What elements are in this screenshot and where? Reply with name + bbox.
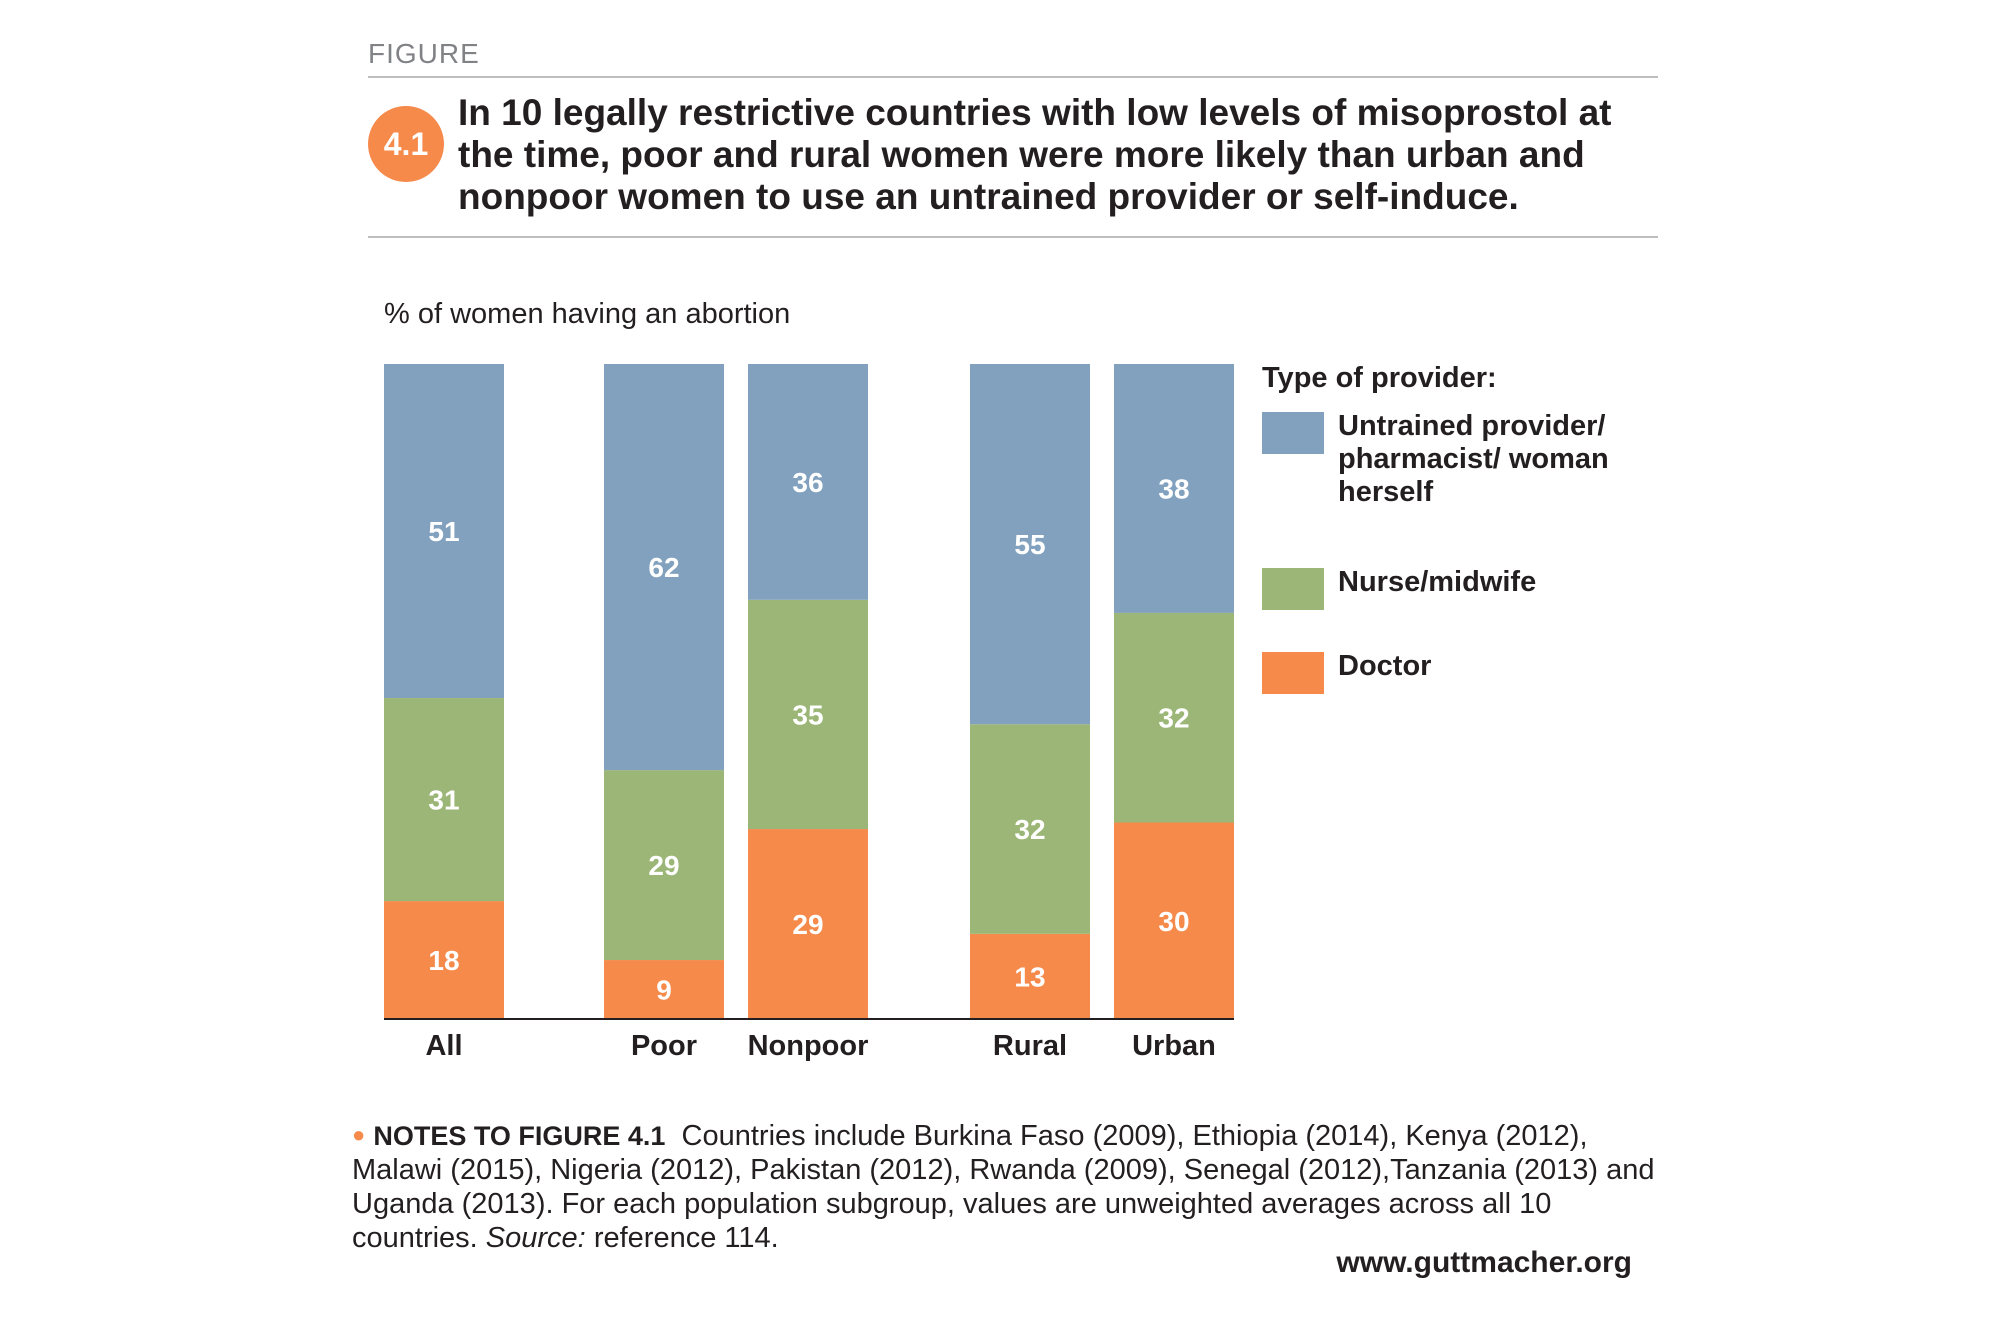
header-rule-top — [368, 76, 1658, 78]
data-label-all-nurse: 31 — [428, 785, 459, 816]
notes-text: Countries include Burkina Faso (2009), E… — [352, 1120, 1655, 1254]
figure-kicker: FIGURE — [368, 38, 480, 69]
notes-bullet-icon: ● — [352, 1122, 366, 1147]
legend-title: Type of provider: — [1262, 362, 1497, 394]
x-tick-label-all: All — [425, 1030, 462, 1062]
data-label-nonpoor-doctor: 29 — [792, 909, 823, 940]
bar-rural-nurse — [970, 724, 1090, 934]
figure-number-badge: 4.1 — [368, 106, 444, 182]
data-label-urban-untrained-provider: 38 — [1158, 473, 1189, 504]
data-label-urban-nurse: 32 — [1158, 703, 1189, 734]
bar-rural-doctor — [970, 933, 1090, 1019]
legend-label-doctor: Doctor — [1338, 650, 1432, 682]
x-tick-label-poor: Poor — [631, 1030, 697, 1062]
data-label-all-untrained-provider: 51 — [428, 516, 459, 547]
data-label-rural-nurse: 32 — [1014, 814, 1045, 845]
y-axis-label: % of women having an abortion — [384, 298, 791, 330]
data-label-nonpoor-nurse: 35 — [792, 699, 823, 730]
legend-swatch-doctor — [1262, 652, 1324, 694]
x-tick-label-rural: Rural — [993, 1030, 1067, 1062]
bar-rural-untrained-provider — [970, 364, 1090, 725]
data-label-poor-nurse: 29 — [648, 850, 679, 881]
legend-label-nurse: Nurse/midwife — [1338, 566, 1537, 598]
data-label-all-doctor: 18 — [428, 945, 459, 976]
data-label-poor-untrained-provider: 62 — [648, 552, 679, 583]
data-label-urban-doctor: 30 — [1158, 906, 1189, 937]
bar-nonpoor-nurse — [748, 599, 868, 830]
notes-source-text: reference 114. — [593, 1222, 779, 1254]
bar-urban-doctor — [1114, 822, 1234, 1019]
data-label-rural-untrained-provider: 55 — [1014, 529, 1045, 560]
x-tick-label-urban: Urban — [1132, 1030, 1216, 1062]
bar-all-doctor — [384, 901, 504, 1019]
legend-swatch-untrained — [1262, 412, 1324, 454]
bar-urban-untrained-provider — [1114, 364, 1234, 613]
x-tick-label-nonpoor: Nonpoor — [748, 1030, 869, 1062]
data-label-poor-doctor: 9 — [656, 975, 672, 1006]
figure-notes: ● NOTES TO FIGURE 4.1 Countries include … — [352, 1118, 1672, 1255]
bar-poor-doctor — [604, 960, 724, 1019]
bar-poor-untrained-provider — [604, 364, 724, 771]
legend-label-untrained: Untrained provider/ pharmacist/ woman he… — [1338, 410, 1609, 508]
bar-all-untrained-provider — [384, 364, 504, 699]
notes-heading: NOTES TO FIGURE 4.1 — [373, 1121, 666, 1151]
figure-title: In 10 legally restrictive countries with… — [458, 92, 1612, 217]
website-link[interactable]: www.guttmacher.org — [1336, 1246, 1632, 1279]
data-label-rural-doctor: 13 — [1014, 961, 1045, 992]
data-label-nonpoor-untrained-provider: 36 — [792, 467, 823, 498]
notes-source-label: Source: — [485, 1222, 586, 1254]
header-rule-bottom — [368, 236, 1658, 238]
legend-swatch-nurse — [1262, 568, 1324, 610]
bar-nonpoor-doctor — [748, 829, 868, 1019]
bar-urban-nurse — [1114, 612, 1234, 823]
bar-poor-nurse — [604, 770, 724, 961]
bar-all-nurse — [384, 698, 504, 902]
bar-nonpoor-untrained-provider — [748, 364, 868, 600]
